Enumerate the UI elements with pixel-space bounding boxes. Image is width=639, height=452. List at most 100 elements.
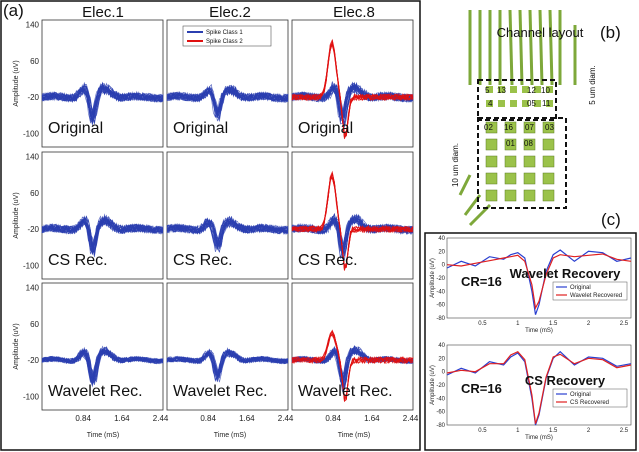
waveform-class2 [291,172,414,267]
legend-class2-label: Spike Class 2 [206,39,243,45]
electrode-pad [504,138,517,151]
electrode-pad [485,138,498,151]
panel-b-chip: Channel layout 5 um diam. 10 um diam. 5 … [430,4,630,232]
label-10um: 10 um diam. [451,143,460,187]
electrode-pad [523,189,536,202]
ch-16: 16 [504,123,513,132]
ch-5: 5 [485,86,490,95]
waveform-class2 [291,331,414,398]
x-axis-label: Time (mS) [525,435,553,441]
chart-legend [552,388,628,408]
series-line [446,249,632,315]
waveform-class1 [41,215,164,249]
y-axis-label: Amplitude (uV) [13,60,20,106]
waveform-class1 [41,85,164,121]
row-caption: Wavelet Rec. [173,383,268,400]
y-tick-label: 140 [26,153,40,162]
y-tick-label: -60 [436,303,445,309]
x-tick-label: 0.5 [478,428,487,434]
ch-11: 11 [542,99,551,108]
x-tick-label: 1 [516,428,520,434]
ch-12: 12 [527,86,536,95]
chart-annotation: CR=16 [461,381,502,396]
electrode-pad [542,172,555,185]
y-tick-label: -60 [436,410,445,416]
waveform-class1 [41,81,164,120]
spike-grid: 140 60 -20 -100 Amplitude (uV) Original Origin… [13,19,419,423]
y-tick-label: -20 [27,93,39,102]
axes-frame [41,151,164,280]
chart-legend [552,281,628,301]
col-title-elec8: Elec.8 [333,4,375,21]
spike-axes-r1-c1: 140 60 -20 -100 Amplitude (uV) Original [13,19,164,148]
waveform-class1 [166,216,289,247]
electrode-pad [523,121,536,134]
legend-class1-label: Spike Class 1 [206,30,243,36]
y-tick-label: -80 [436,423,445,429]
trace-8 [538,9,544,86]
legend-label: Original [570,285,591,291]
x-axis-label-1: Time (mS) [87,432,119,439]
spike-axes-r3-c2: 0.84 1.64 2.44 Wavelet Rec. [166,282,294,423]
waveform-class2 [291,174,414,267]
trace-12 [458,174,472,196]
panel-a-label: (a) [3,1,24,20]
electrode-pad [542,121,555,134]
legend-label: Wavelet Recovered [570,293,622,299]
row-caption: CS Rec. [298,252,358,269]
panel-c-frame [424,232,637,451]
y-axis-label: Amplitude (uV) [430,258,436,298]
waveform-class1 [291,84,414,127]
ch-03: 03 [545,123,554,132]
spike-axes-r1-c3: Original [291,19,414,148]
y-tick-label: 60 [30,320,39,329]
ch-01: 01 [506,139,515,148]
electrode-pad-small [510,100,517,107]
x-axis-label-2: Time (mS) [214,432,246,439]
electrode-pad [523,138,536,151]
spike-axes-r3-c1: 140 60 -20 -100 Amplitude (uV) 0.84 1.64 2.44 Wa… [13,282,169,423]
series-line [446,253,632,310]
x-tick-label: 2 [587,321,591,327]
electrode-pad-small [498,100,505,107]
electrode-pad-small [486,100,493,107]
electrode-pad-small [522,86,529,93]
y-tick-label: 0 [442,263,446,269]
y-tick-label: -20 [436,383,445,389]
ch-02: 02 [484,123,493,132]
waveform-class2 [291,44,414,135]
y-tick-label: -100 [23,261,40,270]
axes-frame [166,151,289,280]
waveform-class1 [166,350,289,378]
waveform-class1 [166,85,289,111]
row-caption: Wavelet Rec. [48,383,143,400]
y-tick-label: 20 [438,249,445,255]
x-tick-label: 1.64 [239,414,255,423]
ch-4: 4 [488,99,493,108]
electrode-pad [523,155,536,168]
row-caption: Wavelet Rec. [298,383,393,400]
ch-07: 07 [525,123,534,132]
spike-legend: Spike Class 1 Spike Class 2 [182,25,272,47]
recovery-chart-1: 40 20 0 -20 -40 -60 -80 0.5 1 1.5 2 2.5 Time (mS) Amp… [430,236,632,334]
x-tick-label: 2 [587,428,591,434]
waveform-class1 [41,347,164,388]
x-tick-label: 1.64 [114,414,130,423]
waveform-class1 [166,218,289,246]
electrode-pad [504,172,517,185]
label-5um: 5 um diam. [588,65,597,105]
electrode-pad [542,155,555,168]
y-tick-label: -20 [436,276,445,282]
ch-13: 13 [497,86,506,95]
y-tick-label: 0 [442,370,446,376]
dashed-box-5um [477,79,557,121]
electrode-pad [542,138,555,151]
electrode-pad [485,155,498,168]
panel-a-frame [0,0,421,451]
waveform-class1 [41,350,164,385]
waveform-class2 [291,334,414,401]
electrode-pad-small [534,86,541,93]
axes-frame [41,19,164,148]
